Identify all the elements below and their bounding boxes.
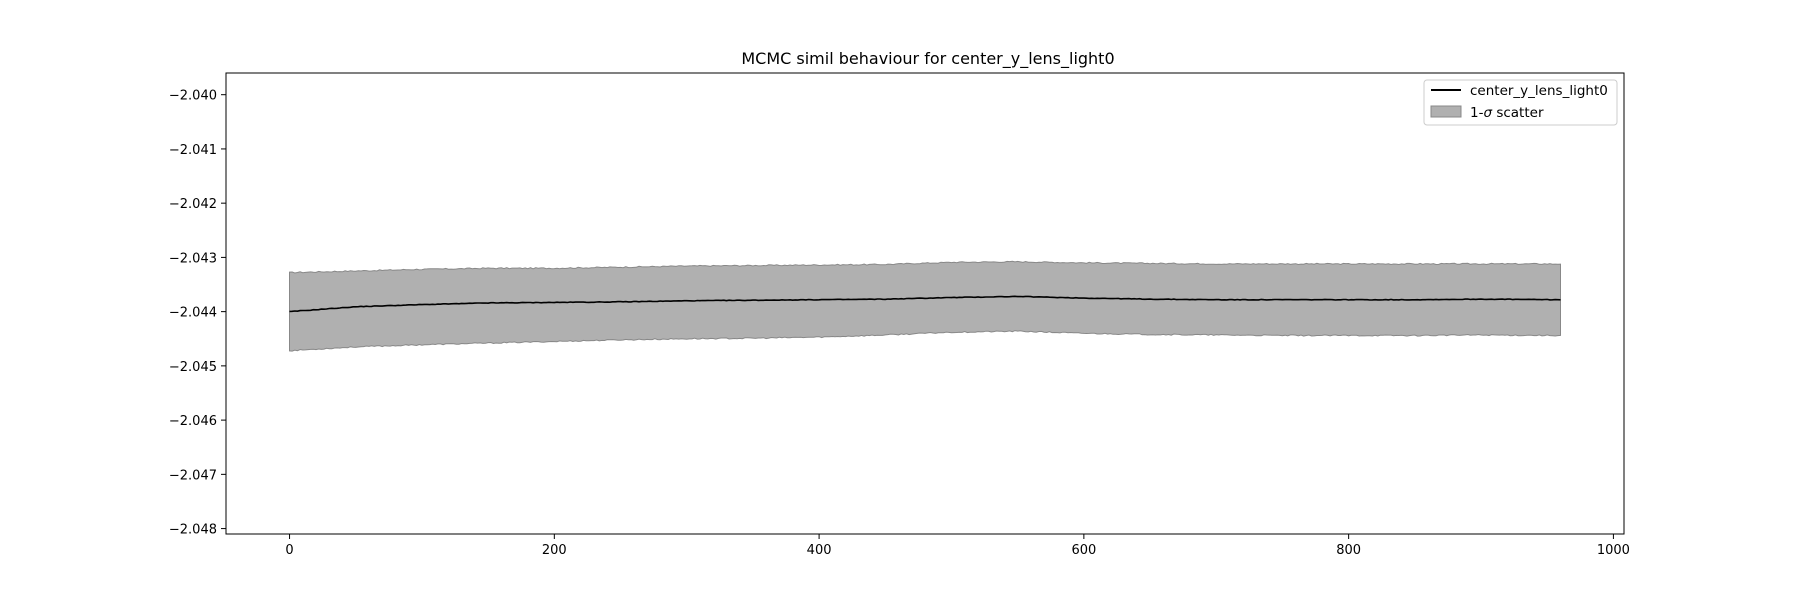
x-tick-label: 400 [807, 543, 832, 558]
legend-frame [1423, 79, 1618, 126]
x-tick-label: 0 [285, 543, 293, 558]
plot-area [289, 260, 1561, 352]
y-tick-label: −2.047 [169, 468, 217, 483]
scatter-band [289, 260, 1561, 352]
y-tick-label: −2.042 [169, 197, 217, 212]
y-axis: −2.040 −2.041 −2.042 −2.043 −2.044 −2.045 −2.0… [169, 89, 226, 538]
legend-label-scatter-suffix: scatter [1492, 105, 1544, 121]
x-tick-label: 1000 [1597, 543, 1630, 558]
y-tick-label: −2.043 [169, 251, 217, 266]
legend-label-scatter-sigma: σ [1483, 105, 1492, 121]
x-tick-label: 200 [542, 543, 567, 558]
x-tick-label: 600 [1071, 543, 1096, 558]
y-tick-label: −2.045 [169, 360, 217, 375]
x-tick-label: 800 [1336, 543, 1361, 558]
series-line-center-y [289, 295, 1561, 313]
y-tick-label: −2.040 [169, 89, 217, 104]
y-tick-label: −2.041 [169, 143, 217, 158]
y-tick-label: −2.044 [169, 306, 217, 321]
y-tick-label: −2.046 [169, 414, 217, 429]
axes-frame [225, 72, 1625, 535]
legend-band-swatch [1430, 105, 1462, 118]
legend: center_y_lens_light0 1-σ scatter [1423, 79, 1618, 126]
chart-title: MCMC simil behaviour for center_y_lens_l… [741, 49, 1114, 69]
legend-label-scatter: 1-σ scatter [1470, 105, 1544, 121]
x-axis: 0 200 400 600 800 1000 [285, 534, 1630, 558]
y-tick-label: −2.048 [169, 523, 217, 538]
legend-label-scatter-prefix: 1- [1470, 105, 1484, 121]
legend-label-center-y: center_y_lens_light0 [1470, 83, 1608, 99]
